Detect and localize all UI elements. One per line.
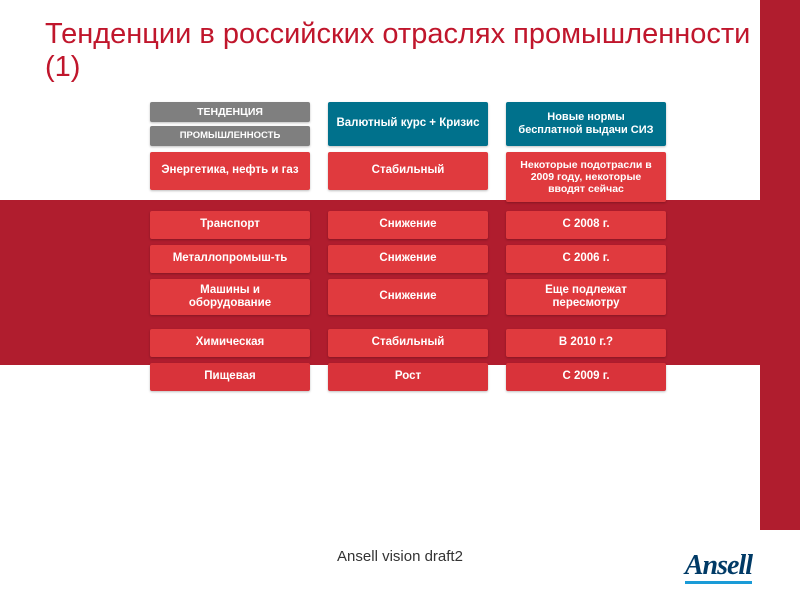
cell-c2-0: Стабильный [328, 152, 488, 190]
cell-c2-3: Снижение [328, 279, 488, 315]
cell-c3-4: В 2010 г.? [506, 329, 666, 357]
slide-title: Тенденции в российских отраслях промышле… [45, 18, 755, 85]
cell-c2-5: Рост [328, 363, 488, 391]
cell-c2-4: Стабильный [328, 329, 488, 357]
header-norms: Новые нормы бесплатной выдачи СИЗ [506, 102, 666, 146]
background-band-right [760, 0, 800, 530]
header-industry: ПРОМЫШЛЕННОСТЬ [150, 126, 310, 146]
cell-c2-1: Снижение [328, 211, 488, 239]
cell-food: Пищевая [150, 363, 310, 391]
cell-c2-2: Снижение [328, 245, 488, 273]
ansell-logo: Ansell [685, 550, 752, 582]
cell-chemical: Химическая [150, 329, 310, 357]
cell-c3-2: С 2006 г. [506, 245, 666, 273]
cell-c3-0: Некоторые подотрасли в 2009 году, некото… [506, 152, 666, 202]
cell-c3-1: С 2008 г. [506, 211, 666, 239]
cell-c3-3: Еще подлежат пересмотру [506, 279, 666, 315]
cell-transport: Транспорт [150, 211, 310, 239]
cell-c3-5: С 2009 г. [506, 363, 666, 391]
cell-machinery: Машины и оборудование [150, 279, 310, 315]
cell-energy: Энергетика, нефть и газ [150, 152, 310, 190]
footer-text: Ansell vision draft2 [0, 548, 800, 565]
header-currency: Валютный курс + Кризис [328, 102, 488, 146]
header-trend: ТЕНДЕНЦИЯ [150, 102, 310, 122]
cell-metal: Металлопромыш-ть [150, 245, 310, 273]
